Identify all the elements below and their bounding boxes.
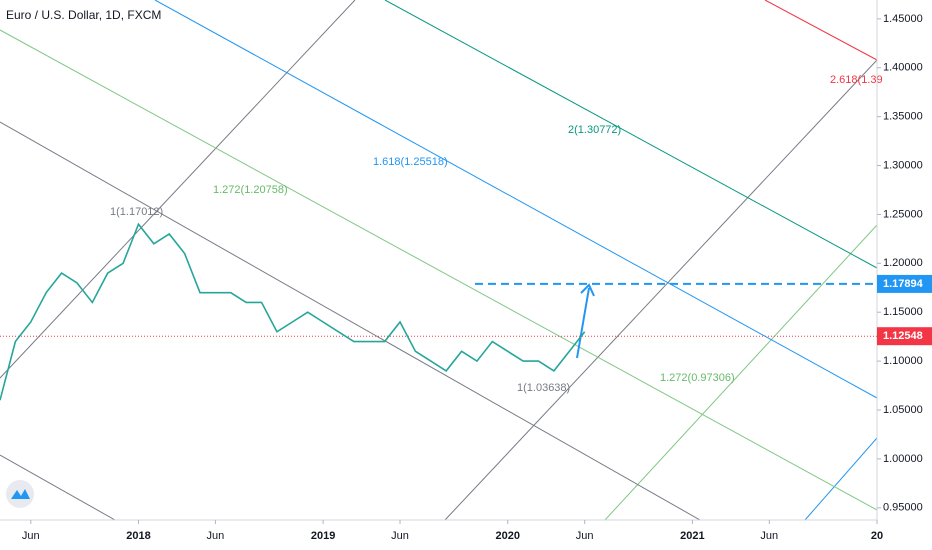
y-tick-label: 1.10000 (883, 355, 923, 367)
fib-line (764, 0, 877, 61)
gann-line (0, 0, 356, 379)
plot (0, 222, 877, 401)
gann-line (444, 59, 877, 520)
x-tick-label: Jun (22, 530, 40, 542)
x-tick-label: Jun (760, 530, 778, 542)
arrow (576, 287, 590, 359)
y-tick-label: 1.20000 (883, 257, 923, 269)
channel-line (0, 454, 116, 520)
drawings (0, 0, 877, 520)
x-tick-label: Jun (576, 530, 594, 542)
price-label: 1.17894 (883, 278, 924, 290)
price-label-box (877, 274, 932, 293)
annotation: 1.272(1.20758) (213, 184, 288, 196)
y-tick-label: 1.35000 (883, 111, 923, 123)
gann-line (804, 437, 877, 520)
y-tick-label: 1.45000 (883, 13, 923, 25)
fib-line (154, 0, 877, 399)
y-tick-label: 0.95000 (883, 502, 923, 514)
annotation: 1.272(0.97306) (660, 372, 735, 384)
logo[interactable] (6, 480, 34, 508)
x-tick-label: 2018 (126, 530, 150, 542)
x-tick-label: 2019 (311, 530, 335, 542)
x-tick-label: Jun (207, 530, 225, 542)
logo-circle[interactable] (6, 480, 34, 508)
x-tick-label: Jun (391, 530, 409, 542)
chart-title: Euro / U.S. Dollar, 1D, FXCM (6, 8, 161, 22)
fib-line (384, 0, 877, 269)
price-label-box (877, 327, 932, 346)
y-tick-label: 1.25000 (883, 208, 923, 220)
annotation: 2.618(1.39 (830, 74, 883, 86)
annotation: 1(1.03638) (517, 382, 570, 394)
x-tick-label: 2021 (680, 530, 704, 542)
price-line-series (0, 222, 586, 401)
y-tick-label: 1.00000 (883, 453, 923, 465)
arrow-head (580, 283, 595, 297)
y-tick-label: 1.05000 (883, 404, 923, 416)
y-tick-label: 1.30000 (883, 159, 923, 171)
y-tick-label: 1.40000 (883, 62, 923, 74)
annotation: 1(1.17012) (110, 206, 163, 218)
gann-line (604, 224, 877, 520)
x-tick-label: 2020 (495, 530, 519, 542)
logo-icon[interactable] (11, 489, 30, 499)
y-tick-label: 1.15000 (883, 306, 923, 318)
annotation: 2(1.30772) (568, 124, 621, 136)
x-tick-label: 20 (871, 530, 883, 542)
price-label: 1.12548 (883, 330, 923, 342)
channel-line (0, 121, 701, 520)
fib-line (0, 29, 877, 511)
annotation: 1.618(1.25518) (373, 156, 448, 168)
